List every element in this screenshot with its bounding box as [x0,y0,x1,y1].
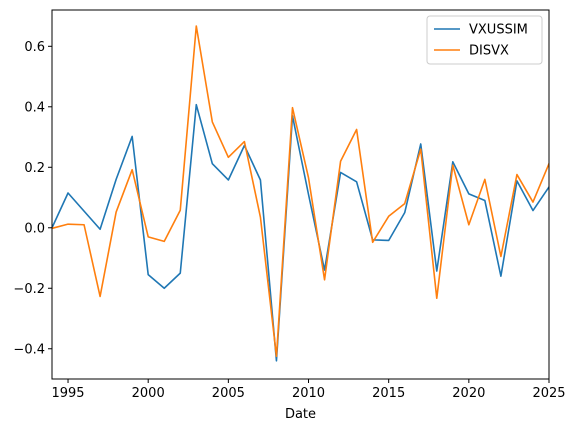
y-tick-label: 0.2 [24,161,45,176]
legend-box [426,15,543,65]
x-tick-label: 2020 [452,386,485,401]
y-tick-label: −0.4 [13,342,45,357]
y-axis-ticks: −0.4 −0.2 0.0 0.2 0.4 0.6 [13,40,52,357]
x-tick-label: 2015 [372,386,405,401]
y-tick-label: 0.0 [24,221,45,236]
legend: VXUSSIM DISVX [426,15,543,65]
y-tick-label: −0.2 [13,282,45,297]
x-tick-label: 2005 [212,386,245,401]
x-tick-label: 2010 [292,386,325,401]
plot-frame [51,9,550,380]
x-tick-label: 2000 [132,386,165,401]
legend-label-disvx: DISVX [469,44,509,59]
x-axis-ticks: 1995 2000 2005 2010 2015 2020 2025 [51,379,566,401]
y-tick-label: 0.6 [24,40,45,55]
legend-label-vxussim: VXUSSIM [469,23,528,38]
x-tick-label: 2025 [532,386,565,401]
series-line-vxussim [52,103,549,362]
x-tick-label: 1995 [51,386,84,401]
series-lines [52,25,549,362]
series-line-disvx [52,25,549,358]
y-tick-label: 0.4 [24,100,45,115]
x-axis-label: Date [285,407,316,422]
